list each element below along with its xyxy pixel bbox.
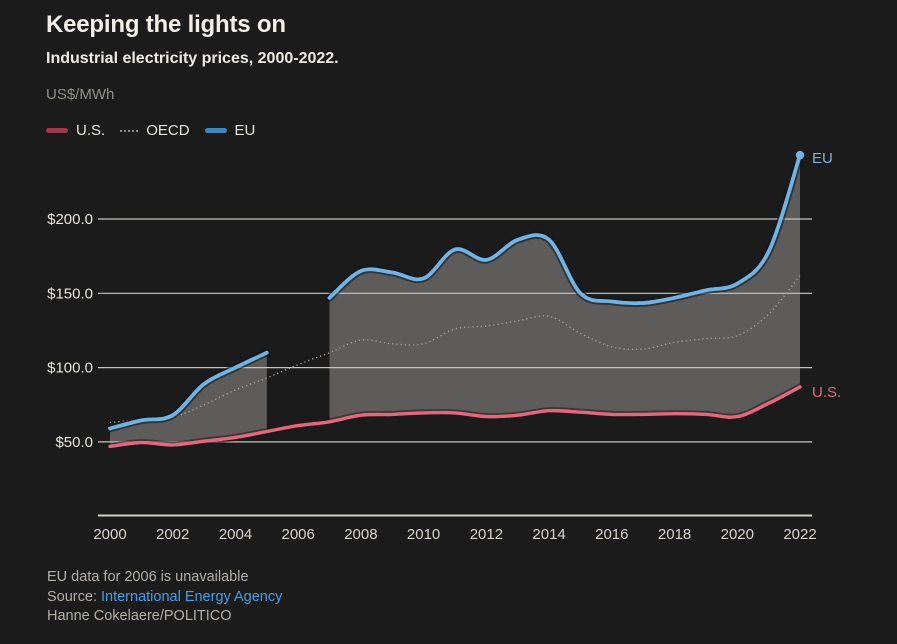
source-prefix: Source: — [47, 588, 97, 605]
eu-line-swatch-icon — [204, 128, 227, 133]
oecd-line-swatch-icon — [120, 129, 139, 132]
x-tick-label: 2008 — [344, 526, 377, 543]
eu-line — [327, 153, 802, 306]
eu-us-band — [329, 155, 800, 422]
x-tick-label: 2012 — [470, 526, 503, 543]
source-line: Source: International Energy Agency — [47, 588, 282, 608]
chart-title: Keeping the lights on — [46, 11, 286, 38]
us-line — [108, 385, 802, 449]
x-tick-label: 2016 — [595, 526, 628, 543]
credit-line: Hanne Cokelaere/POLITICO — [47, 608, 232, 624]
y-tick-label: $50.0 — [55, 434, 93, 451]
x-tick-label: 2022 — [783, 526, 816, 543]
y-tick-label: $100.0 — [47, 360, 93, 377]
legend-item-eu: EU — [204, 122, 256, 139]
x-tick-label: 2000 — [93, 526, 126, 543]
legend: U.S. OECD EU — [46, 122, 270, 139]
eu-line — [108, 350, 269, 431]
y-tick-label: $150.0 — [47, 285, 93, 302]
footnote: EU data for 2006 is unavailable — [47, 569, 249, 585]
us-line-swatch-icon — [46, 128, 68, 133]
footnote-block: EU data for 2006 is unavailable Source: I… — [47, 568, 282, 627]
chart-subtitle: Industrial electricity prices, 2000-2022… — [46, 50, 339, 67]
us-series-end-label: U.S. — [812, 384, 841, 401]
x-tick-label: 2020 — [721, 526, 754, 543]
x-tick-label: 2004 — [219, 526, 252, 543]
x-tick-label: 2006 — [282, 526, 315, 543]
eu-series-end-label: EU — [812, 150, 833, 167]
eu-end-dot — [795, 150, 805, 160]
legend-item-us: U.S. — [46, 122, 105, 139]
source-link[interactable]: International Energy Agency — [100, 588, 283, 605]
legend-label-eu: EU — [234, 122, 256, 139]
x-tick-label: 2010 — [407, 526, 440, 543]
y-axis-unit-label: US$/MWh — [46, 86, 115, 103]
legend-label-us: U.S. — [76, 122, 106, 139]
x-tick-label: 2018 — [658, 526, 691, 543]
x-tick-label: 2002 — [156, 526, 189, 543]
legend-item-oecd: OECD — [120, 122, 190, 139]
legend-label-oecd: OECD — [146, 122, 190, 139]
x-tick-label: 2014 — [532, 526, 565, 543]
y-tick-label: $200.0 — [47, 211, 93, 228]
